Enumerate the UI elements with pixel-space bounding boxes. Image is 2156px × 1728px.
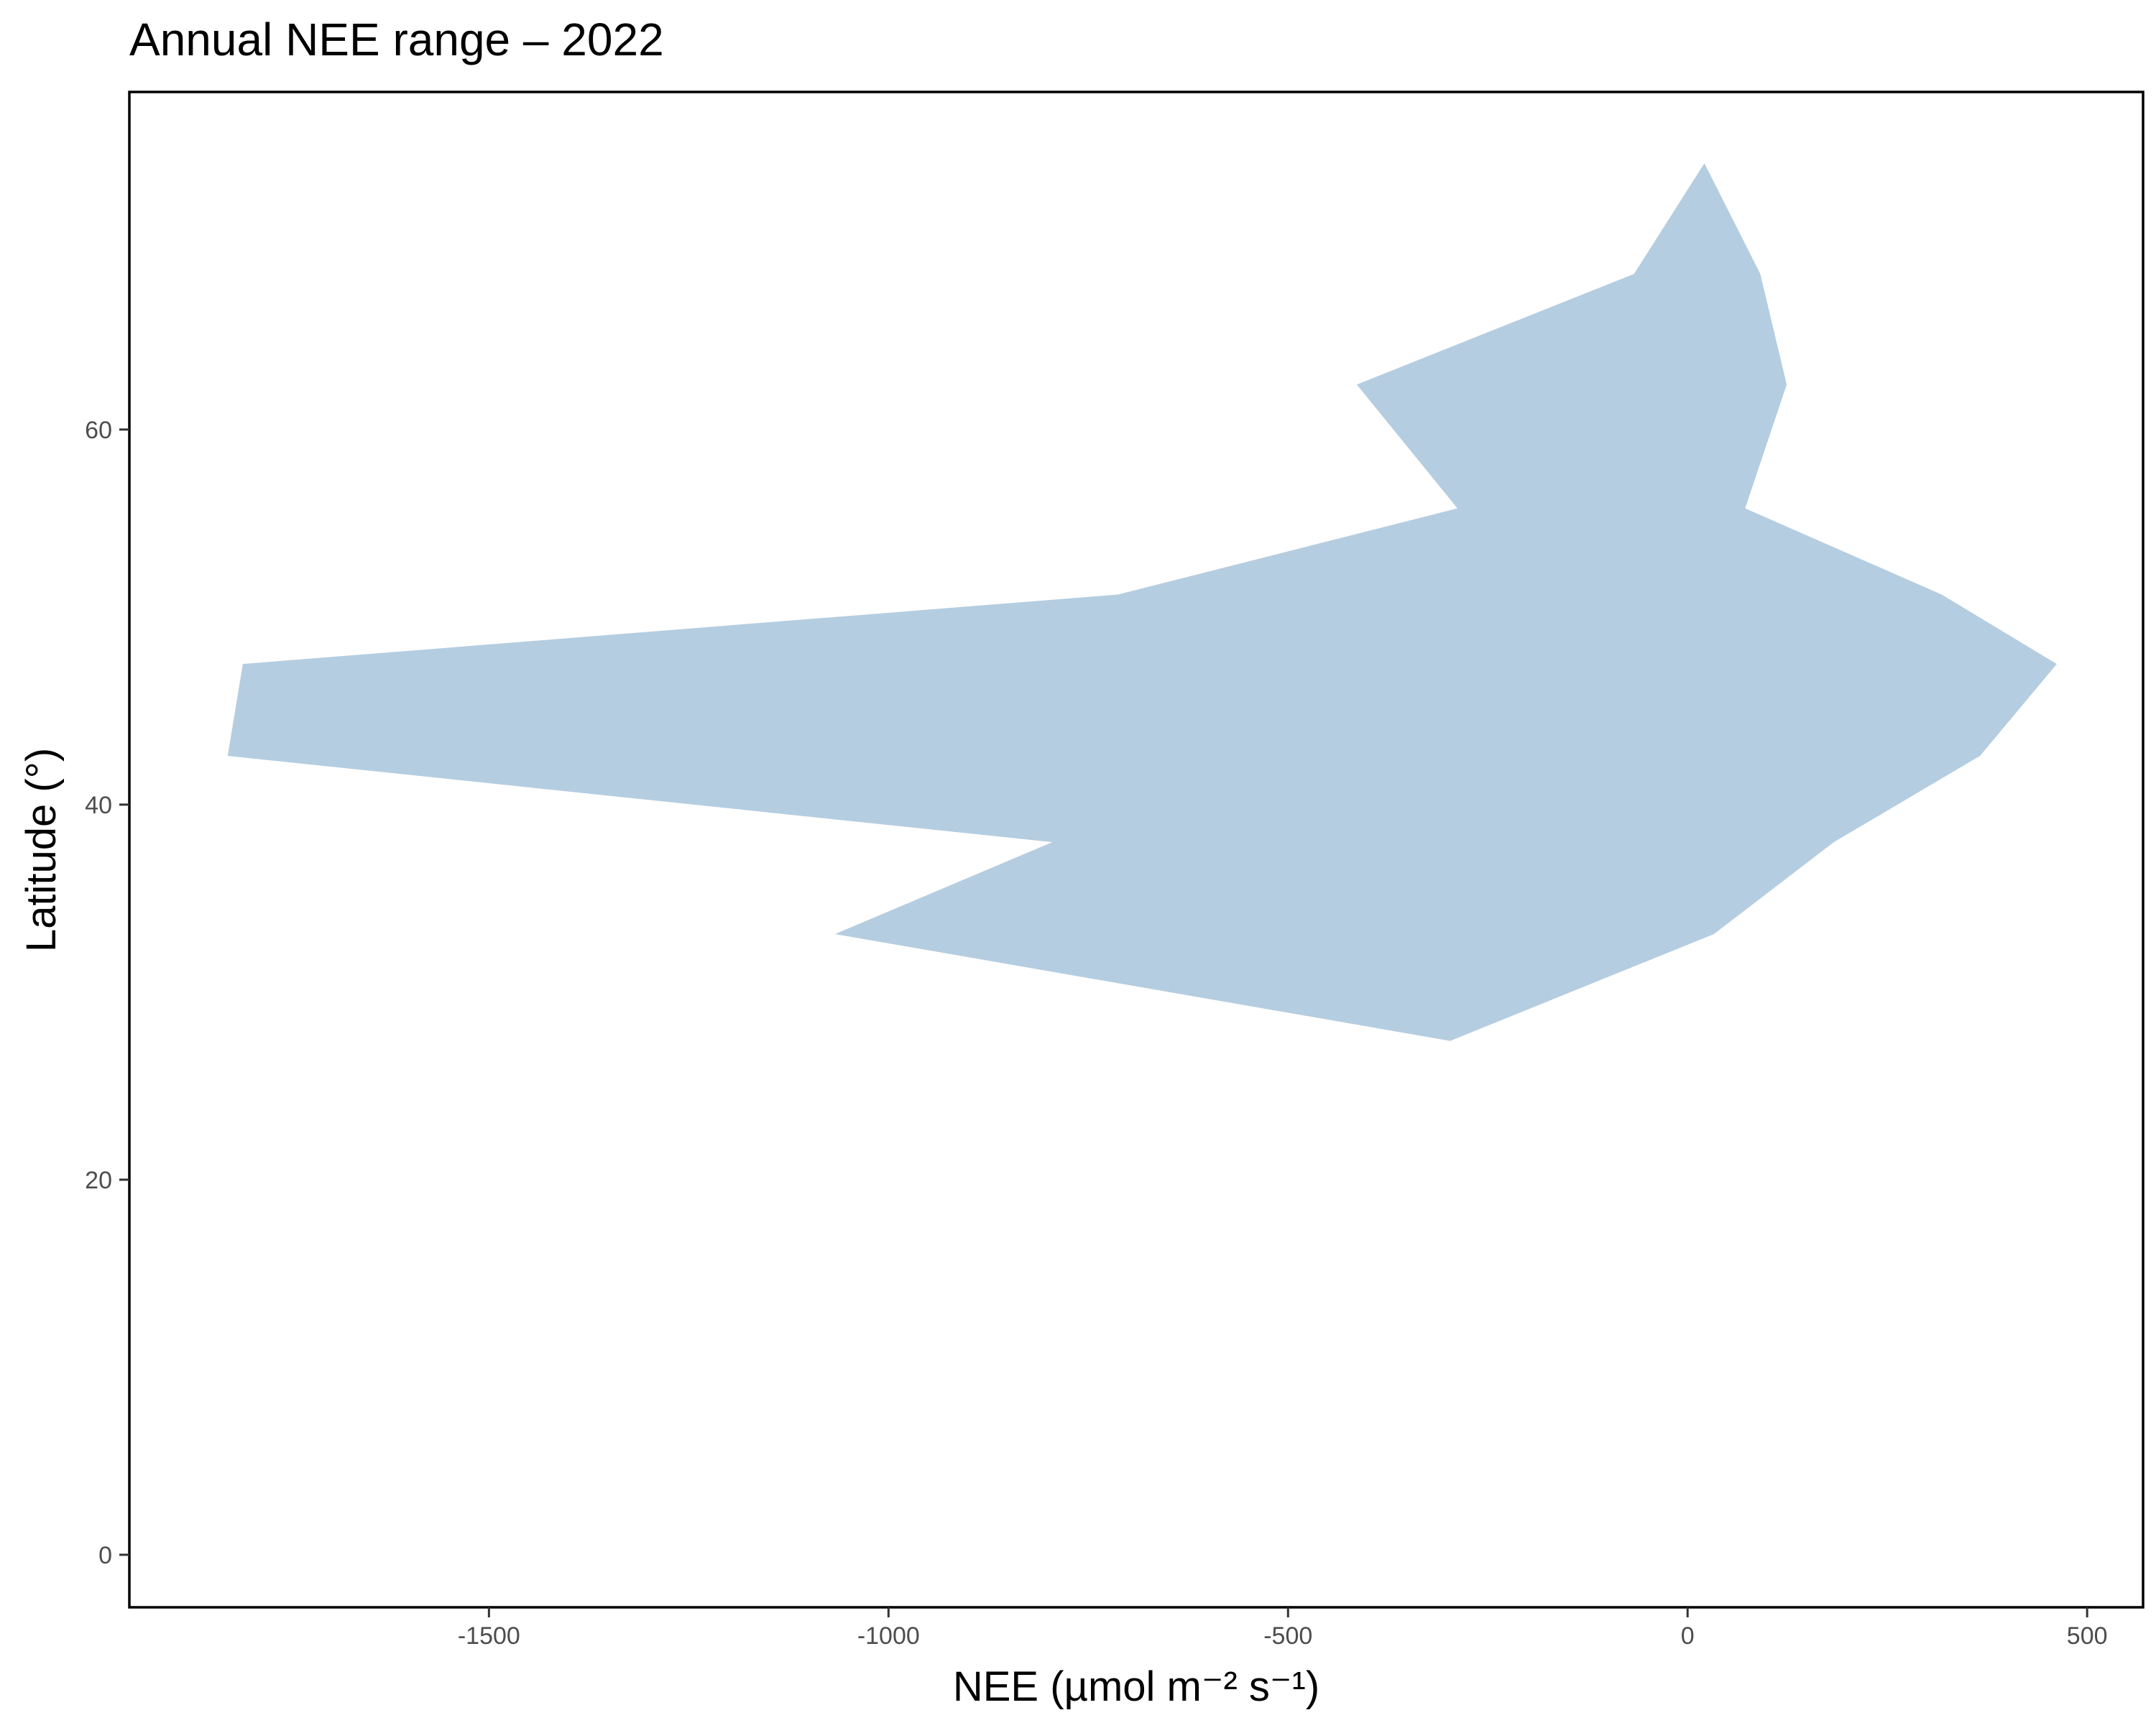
x-axis: -1500 -1000 -500 0 500 xyxy=(458,1607,2108,1650)
x-tick-label: -500 xyxy=(1263,1622,1312,1650)
y-tick-label: 40 xyxy=(85,792,112,819)
x-tick-label: 0 xyxy=(1681,1622,1695,1650)
y-tick-label: 60 xyxy=(85,417,112,444)
x-tick-label: -1500 xyxy=(458,1622,520,1650)
x-axis-title: NEE (µmol m⁻² s⁻¹) xyxy=(953,1663,1319,1710)
chart-title: Annual NEE range – 2022 xyxy=(129,14,664,65)
y-tick-label: 0 xyxy=(98,1542,112,1569)
y-axis: 0 20 40 60 xyxy=(85,417,129,1569)
x-tick-label: -1000 xyxy=(857,1622,920,1650)
plot-border xyxy=(128,91,2145,1609)
plot-area xyxy=(227,163,2057,1041)
x-tick-label: 500 xyxy=(2067,1622,2108,1650)
nee-range-ribbon-0 xyxy=(227,163,2057,1041)
y-axis-title: Latitude (°) xyxy=(18,748,65,952)
y-tick-label: 20 xyxy=(85,1167,112,1194)
